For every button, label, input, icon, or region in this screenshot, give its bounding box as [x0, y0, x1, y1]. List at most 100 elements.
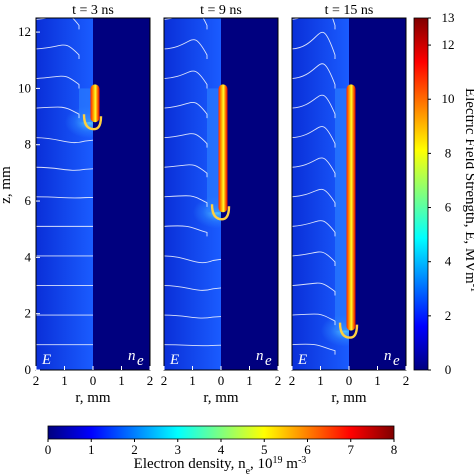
density-colorbar-tick-label: 6 [304, 442, 311, 457]
equipotential-line [292, 18, 336, 30]
y-tick-label: 10 [18, 80, 31, 95]
equipotential-line [292, 126, 336, 148]
field-half-label: E [297, 352, 307, 368]
y-axis-label: z, mm [0, 166, 14, 204]
equipotential-line [36, 75, 80, 89]
x-tick-label: 0 [218, 373, 225, 388]
field-colorbar-tick-label: 2 [445, 308, 452, 323]
density-colorbar-label: Electron density, ne, 1019 m-3 [134, 455, 307, 474]
streamer-channel [346, 84, 356, 331]
x-tick-label: 0 [90, 373, 97, 388]
field-colorbar-tick-label: 12 [442, 37, 455, 52]
x-tick-label: 2 [33, 373, 40, 388]
y-tick-label: 12 [18, 24, 31, 39]
density-colorbar-tick-label: 2 [131, 442, 138, 457]
panel-2: t = 9 nsE n e2 1 0 1 2r, mm [161, 3, 282, 406]
streamer-channel [218, 84, 228, 213]
equipotential-line [164, 39, 208, 59]
field-colorbar: 0 2 4 6 8 10 12 13 [413, 10, 455, 377]
y-tick-label: 6 [25, 193, 32, 208]
field-colorbar-tick-label: 0 [445, 362, 452, 377]
equipotential-line [36, 166, 94, 171]
x-tick-label: 2 [147, 373, 154, 388]
equipotential-line [292, 251, 336, 266]
density-half-label-sub: e [137, 353, 144, 369]
density-colorbar-tick-label: 7 [348, 442, 355, 457]
panels: t = 3 nsE n e2 1 0 1 2r, mmt = 9 nsE n e2 1 0 1 2r, … [33, 3, 410, 406]
y-tick-label: 8 [25, 137, 32, 152]
y-tick-label: 0 [25, 362, 32, 377]
density-half-label: n [128, 348, 136, 364]
equipotential-line [292, 94, 336, 119]
density-colorbar-tick-label: 3 [175, 442, 182, 457]
panel-title: t = 15 ns [325, 3, 374, 18]
equipotential-line [36, 106, 80, 119]
y-tick-label: 2 [25, 306, 32, 321]
equipotential-line [164, 133, 208, 148]
equipotential-line [292, 188, 336, 207]
density-colorbar-gradient [47, 425, 395, 440]
equipotential-line [292, 313, 336, 326]
x-tick-label: 1 [189, 373, 196, 388]
equipotential-line [292, 220, 336, 237]
streamer-head [210, 204, 231, 221]
density-half [349, 18, 406, 370]
x-axis-label: r, mm [203, 390, 239, 406]
equipotential-line [292, 31, 336, 59]
x-axis-label: r, mm [75, 390, 111, 406]
equipotential-line [292, 282, 336, 296]
field-colorbar-gradient [413, 17, 429, 371]
streamer-head [82, 114, 103, 131]
x-axis-label: r, mm [331, 390, 367, 406]
equipotential-line [164, 314, 222, 319]
x-tick-label: 1 [317, 373, 324, 388]
x-tick-label: 2 [403, 373, 410, 388]
x-tick-label: 1 [246, 373, 253, 388]
equipotential-line [36, 44, 80, 59]
density-colorbar-tick-label: 4 [218, 442, 225, 457]
density-half-label: n [256, 348, 264, 364]
x-tick-label: 0 [346, 373, 353, 388]
streamer-channel [90, 84, 100, 123]
equipotential-line [292, 63, 336, 89]
field-colorbar-label: Electric Field Strength, E, MVm-1 [462, 88, 474, 292]
equipotential-line [292, 343, 336, 355]
panel-1: t = 3 nsE n e2 1 0 1 2r, mm [33, 3, 154, 406]
streamer-head [338, 322, 359, 339]
density-half-label: n [384, 348, 392, 364]
density-half-label-sub: e [393, 353, 400, 369]
density-colorbar-tick-label: 8 [391, 442, 398, 457]
x-tick-label: 2 [289, 373, 296, 388]
equipotential-line [36, 196, 94, 199]
x-tick-label: 1 [118, 373, 125, 388]
field-colorbar-tick-label: 13 [442, 10, 455, 25]
field-colorbar-tick-label: 4 [445, 254, 452, 269]
panel-title: t = 3 ns [72, 3, 114, 18]
equipotential-line [36, 137, 94, 144]
equipotential-line [164, 18, 208, 30]
field-half-label: E [169, 352, 179, 368]
density-half [221, 18, 278, 370]
field-colorbar-tick-label: 10 [442, 91, 455, 106]
equipotential-line [292, 157, 336, 178]
field-half-label: E [41, 352, 51, 368]
density-colorbar-tick-label: 5 [261, 442, 268, 457]
panel-title: t = 9 ns [200, 3, 242, 18]
y-axis: 0 2 4 6 8 10 12 [18, 24, 40, 377]
equipotential-line [164, 225, 208, 237]
field-colorbar-tick-label: 8 [445, 145, 452, 160]
field-colorbar-tick-label: 6 [445, 200, 452, 215]
x-tick-label: 2 [275, 373, 282, 388]
equipotential-line [164, 70, 208, 89]
panel-3: t = 15 nsE n e2 1 0 1 2r, mm [289, 3, 410, 406]
density-half [93, 18, 150, 370]
equipotential-line [164, 285, 222, 291]
equipotential-line [164, 344, 222, 347]
density-colorbar-tick-label: 0 [45, 442, 52, 457]
density-half-label-sub: e [265, 353, 272, 369]
equipotential-line [164, 195, 208, 207]
equipotential-line [164, 164, 208, 178]
x-tick-label: 1 [61, 373, 68, 388]
x-tick-label: 2 [161, 373, 168, 388]
